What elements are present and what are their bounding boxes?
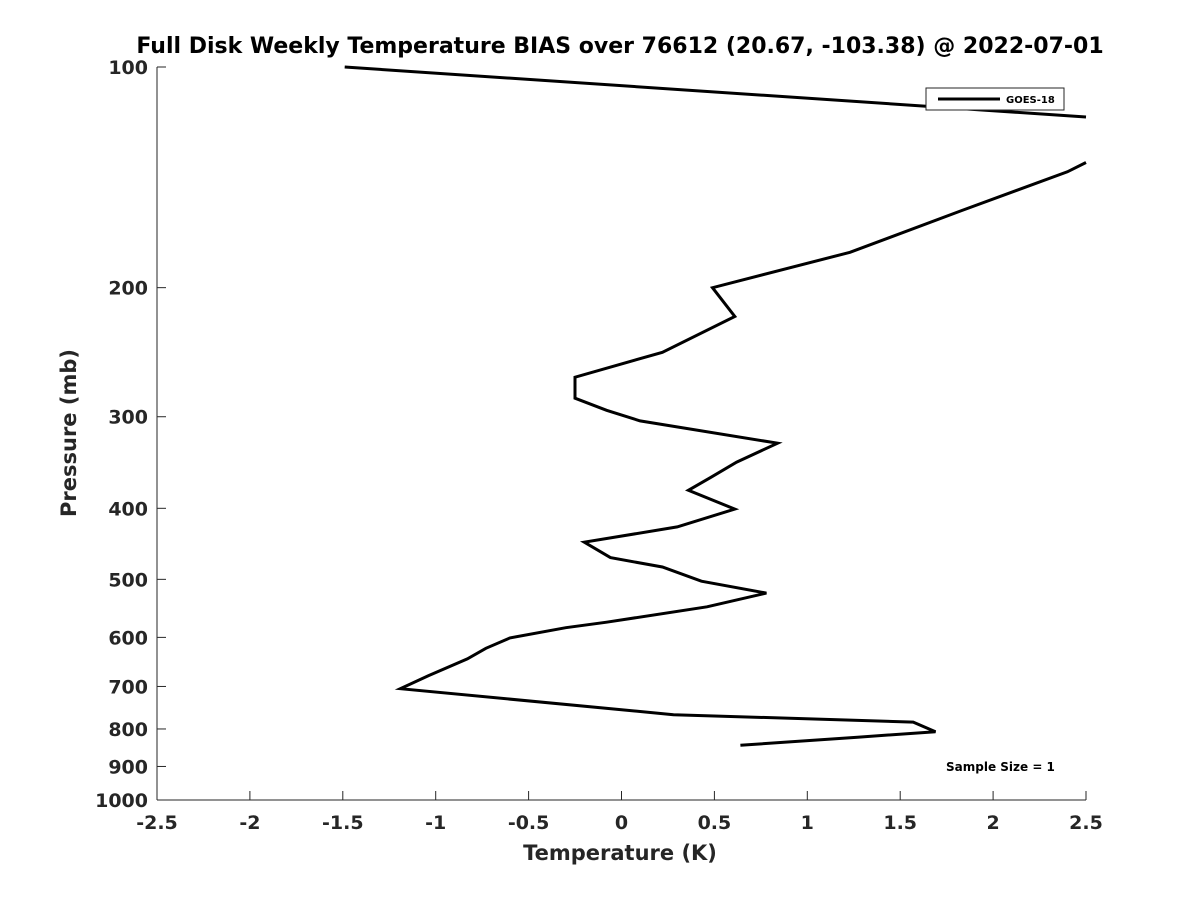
x-tick-label: -2.5 xyxy=(136,812,178,834)
y-tick-label: 800 xyxy=(108,719,148,741)
x-tick-label: -1 xyxy=(425,812,446,834)
plot-axes xyxy=(156,67,1086,801)
x-tick-label: -0.5 xyxy=(508,812,550,834)
y-tick-label: 1000 xyxy=(95,790,148,812)
y-tick-label: 600 xyxy=(108,627,148,649)
x-tick-label: 1.5 xyxy=(883,812,917,834)
x-tick-label: 2.5 xyxy=(1069,812,1103,834)
y-tick-label: 200 xyxy=(108,278,148,300)
x-tick-label: 0 xyxy=(615,812,628,834)
y-tick-label: 900 xyxy=(108,756,148,778)
x-tick-label: 0.5 xyxy=(698,812,732,834)
y-tick-label: 300 xyxy=(108,407,148,429)
x-tick-label: -1.5 xyxy=(322,812,364,834)
x-tick-label: -2 xyxy=(239,812,260,834)
x-axis-label: Temperature (K) xyxy=(523,841,717,865)
legend-label: GOES-18 xyxy=(1006,95,1055,106)
chart-title: Full Disk Weekly Temperature BIAS over 7… xyxy=(136,34,1103,59)
series-line-goes-18 xyxy=(394,161,1087,747)
x-tick-label: 1 xyxy=(801,812,814,834)
y-axis-ticks: 100 200 300 400 500 600 700 800 900 1000 xyxy=(95,57,166,812)
x-axis-ticks: -2.5 -2 -1.5 -1 -0.5 0 0.5 1 1.5 2 2.5 xyxy=(136,791,1103,834)
series-lines xyxy=(344,65,1087,747)
sample-size-note: Sample Size = 1 xyxy=(946,760,1055,774)
y-tick-label: 500 xyxy=(108,569,148,591)
y-tick-label: 400 xyxy=(108,498,148,520)
y-tick-label: 700 xyxy=(108,676,148,698)
y-axis-label: Pressure (mb) xyxy=(57,349,81,517)
legend: GOES-18 xyxy=(925,87,1065,111)
x-tick-label: 2 xyxy=(986,812,999,834)
y-tick-label: 100 xyxy=(108,57,148,79)
